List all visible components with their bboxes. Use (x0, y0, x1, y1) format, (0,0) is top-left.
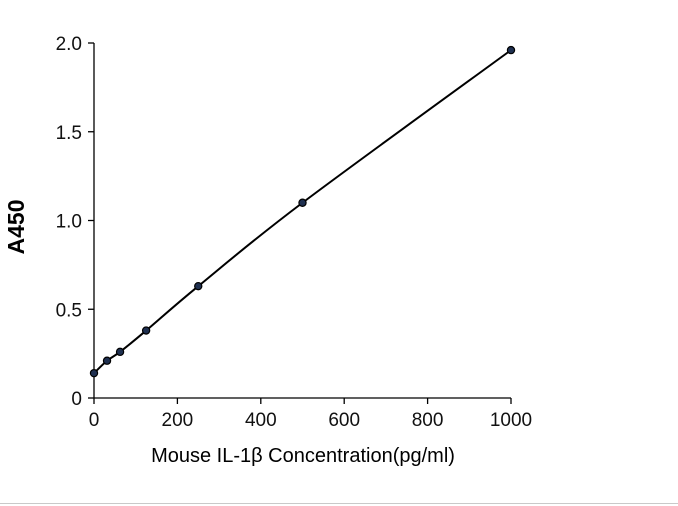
y-tick-label: 1.0 (56, 212, 82, 233)
points-layer (89, 45, 516, 378)
x-tick-label: 0 (89, 410, 100, 431)
data-point (115, 347, 125, 357)
x-tick-label: 800 (412, 410, 444, 431)
data-point (506, 45, 516, 55)
data-point (194, 281, 203, 291)
data-point (141, 326, 151, 335)
y-tick-label: 0.5 (56, 300, 82, 321)
x-tick-label: 1000 (490, 410, 532, 431)
data-point (298, 198, 307, 207)
y-tick-label: 1.5 (56, 123, 82, 144)
y-tick-label: 2.0 (56, 34, 82, 55)
y-axis-title: A450 (3, 200, 29, 255)
series-line (93, 49, 512, 374)
x-tick-label: 600 (328, 410, 360, 431)
x-tick-label: 200 (162, 410, 194, 431)
data-point (89, 368, 99, 378)
x-tick-label: 400 (245, 410, 277, 431)
labels-layer: 0 0.5 1.0 1.5 2.0 0 200 400 600 800 1000 (56, 34, 533, 431)
y-tick-label: 0 (71, 389, 82, 410)
axes (88, 42, 512, 404)
x-axis-title: Mouse IL-1β Concentration(pg/ml) (151, 445, 455, 467)
curve-layer (93, 49, 512, 374)
bottom-divider (0, 503, 678, 504)
data-point (102, 356, 112, 365)
